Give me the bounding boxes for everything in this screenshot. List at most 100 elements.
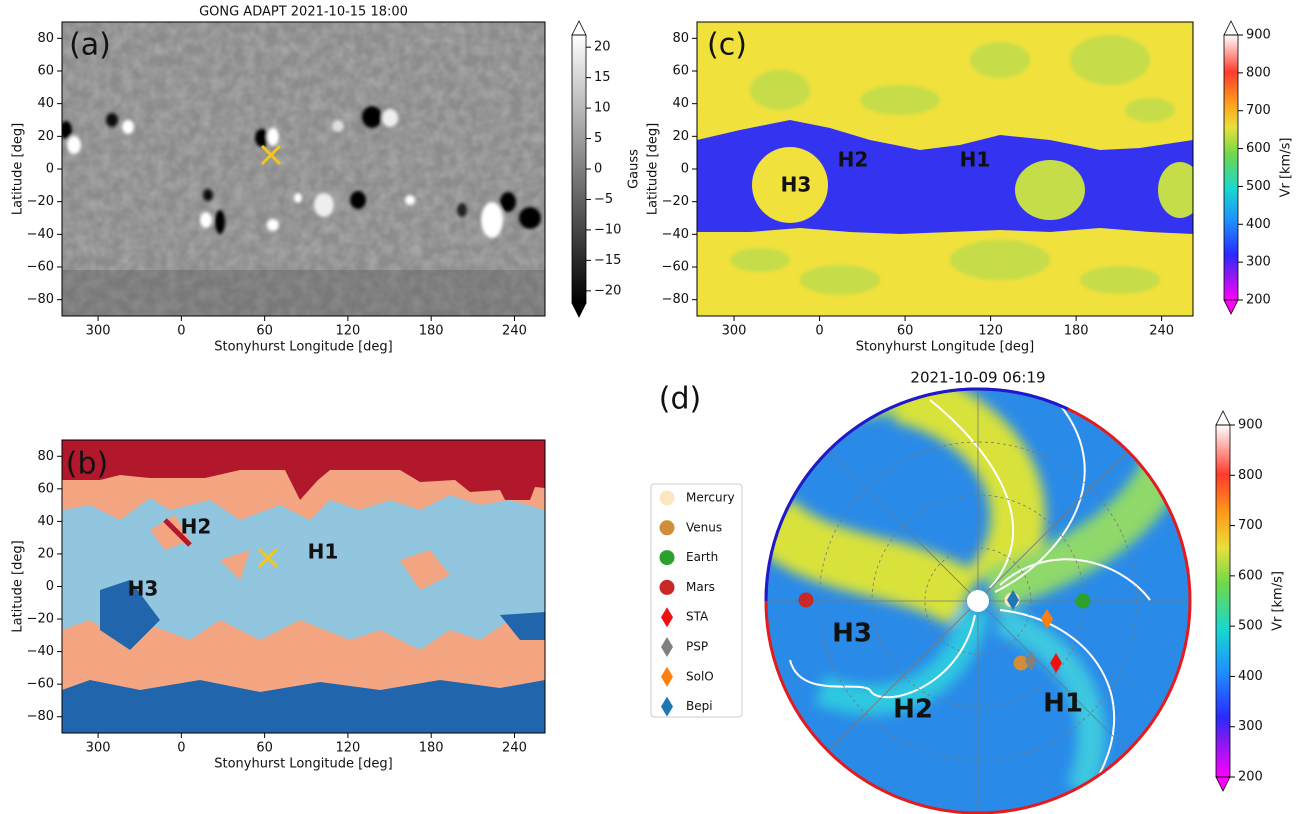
y-tick-label: 60 <box>37 64 54 79</box>
y-tick-label: −40 <box>27 227 54 242</box>
colorbar-tick-label: 900 <box>1238 418 1263 433</box>
y-tick-label: −20 <box>27 612 54 627</box>
magnetogram <box>60 22 545 316</box>
colorbar-label: Vr [km/s] <box>1279 138 1294 198</box>
colorbar-tick-label: 600 <box>1238 568 1263 583</box>
colorbar <box>1216 425 1230 777</box>
x-tick-label: 60 <box>897 324 914 339</box>
legend-label: Mars <box>686 580 715 594</box>
colorbar-extend <box>572 303 586 317</box>
colorbar-extend <box>572 21 586 35</box>
x-axis-label: Stonyhurst Longitude [deg] <box>214 757 393 772</box>
annotation: H1 <box>1043 689 1083 719</box>
y-axis-label: Latitude [deg] <box>646 123 661 215</box>
y-tick-label: −60 <box>27 677 54 692</box>
x-tick-label: 60 <box>256 741 273 756</box>
colorbar-tick-label: 400 <box>1238 669 1263 684</box>
colorbar-tick-label: 400 <box>1246 217 1271 232</box>
y-tick-label: −80 <box>662 292 689 307</box>
x-tick-label: 0 <box>177 324 185 339</box>
annotation: H2 <box>181 515 212 539</box>
y-tick-label: 80 <box>37 449 54 464</box>
annotation: H1 <box>960 148 991 172</box>
x-tick-label: 240 <box>502 324 527 339</box>
colorbar-tick-label: 500 <box>1238 619 1263 634</box>
annotation: H3 <box>781 173 812 197</box>
colorbar-extend <box>1224 300 1238 314</box>
x-tick-label: 0 <box>177 741 185 756</box>
legend-label: PSP <box>686 640 708 654</box>
legend-marker <box>660 520 675 535</box>
legend-label: Bepi <box>686 699 713 713</box>
colorbar-tick-label: −10 <box>594 222 621 237</box>
colorbar-tick-label: 10 <box>594 101 611 116</box>
x-tick-label: 300 <box>86 324 111 339</box>
x-tick-label: 60 <box>256 324 273 339</box>
y-tick-label: 60 <box>37 481 54 496</box>
x-tick-label: 120 <box>335 324 360 339</box>
legend-label: SolO <box>686 669 714 683</box>
colorbar-tick-label: 200 <box>1246 293 1271 308</box>
legend-marker <box>660 580 675 595</box>
y-tick-label: 0 <box>681 162 689 177</box>
colorbar-extend <box>1224 21 1238 35</box>
colorbar-tick-label: 20 <box>594 40 611 55</box>
annotation: H3 <box>832 619 872 649</box>
annotation: H2 <box>893 695 933 725</box>
x-axis-label: Stonyhurst Longitude [deg] <box>856 340 1035 355</box>
y-tick-label: −60 <box>27 260 54 275</box>
colorbar-tick-label: 800 <box>1246 65 1271 80</box>
y-tick-label: −80 <box>27 292 54 307</box>
y-tick-label: 40 <box>37 514 54 529</box>
colorbar-tick-label: 900 <box>1246 28 1271 43</box>
legend-label: Mercury <box>686 491 735 505</box>
panel-label: (b) <box>66 447 108 482</box>
x-tick-label: 240 <box>502 741 527 756</box>
legend-marker <box>660 550 675 565</box>
y-tick-label: 0 <box>46 579 54 594</box>
y-axis-label: Latitude [deg] <box>11 123 26 215</box>
colorbar-tick-label: 15 <box>594 70 611 85</box>
speed-map <box>697 22 1202 316</box>
legend-label: STA <box>686 610 709 624</box>
panel-label: (c) <box>707 28 747 63</box>
colorbar-tick-label: 700 <box>1238 518 1263 533</box>
legend-marker <box>660 491 675 506</box>
y-axis-label: Latitude [deg] <box>11 540 26 632</box>
x-tick-label: 180 <box>1064 324 1089 339</box>
colorbar-label: Gauss <box>627 149 642 189</box>
colorbar <box>1224 35 1238 300</box>
colorbar-tick-label: 700 <box>1246 103 1271 118</box>
y-tick-label: 80 <box>37 31 54 46</box>
chart-title: 2021-10-09 06:19 <box>910 369 1045 387</box>
y-tick-label: 60 <box>672 64 689 79</box>
y-tick-label: 20 <box>37 129 54 144</box>
y-tick-label: 40 <box>37 96 54 111</box>
colorbar-tick-label: 200 <box>1238 770 1263 785</box>
colorbar-tick-label: 5 <box>594 131 602 146</box>
y-tick-label: 20 <box>672 129 689 144</box>
x-tick-label: 300 <box>722 324 747 339</box>
annotation: H2 <box>838 148 869 172</box>
x-tick-label: 300 <box>86 741 111 756</box>
y-tick-label: −60 <box>662 260 689 275</box>
colorbar-label: Vr [km/s] <box>1271 571 1286 631</box>
x-tick-label: 240 <box>1149 324 1174 339</box>
x-tick-label: 120 <box>335 741 360 756</box>
colorbar-tick-label: 0 <box>594 162 602 177</box>
x-tick-label: 0 <box>815 324 823 339</box>
colorbar-extend <box>1216 777 1230 791</box>
colorbar-tick-label: −20 <box>594 283 621 298</box>
y-tick-label: 40 <box>672 96 689 111</box>
legend-label: Venus <box>686 520 722 534</box>
y-tick-label: −40 <box>27 644 54 659</box>
colorbar-tick-label: 500 <box>1246 179 1271 194</box>
x-axis-label: Stonyhurst Longitude [deg] <box>214 340 393 355</box>
colorbar-tick-label: 600 <box>1246 141 1271 156</box>
y-tick-label: −80 <box>27 709 54 724</box>
colorbar-tick-label: 300 <box>1246 255 1271 270</box>
panel-label: (a) <box>69 28 111 63</box>
body-marker <box>1076 594 1091 609</box>
chart-title: GONG ADAPT 2021-10-15 18:00 <box>199 5 408 20</box>
colorbar-tick-label: 800 <box>1238 468 1263 483</box>
